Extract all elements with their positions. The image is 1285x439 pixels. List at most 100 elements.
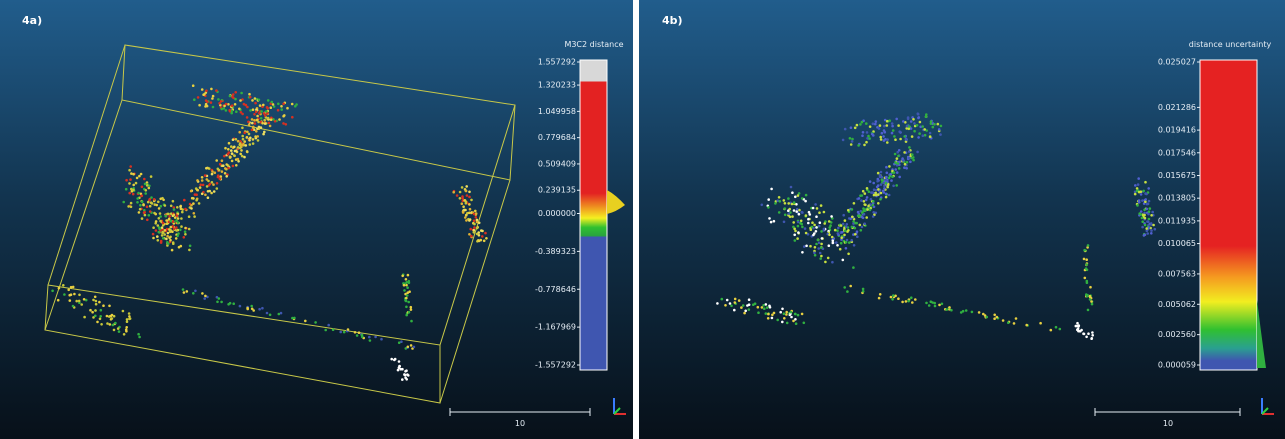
point (763, 307, 766, 310)
point (894, 138, 897, 141)
point (1144, 224, 1147, 227)
point (159, 220, 162, 223)
point (182, 288, 185, 291)
point (164, 204, 167, 207)
point (125, 326, 128, 329)
point (791, 203, 794, 206)
point (746, 304, 749, 307)
point (776, 319, 779, 322)
point (962, 310, 965, 313)
point (869, 209, 872, 212)
point (865, 216, 868, 219)
point (251, 99, 254, 102)
point (922, 134, 925, 137)
point (205, 89, 208, 92)
point (193, 215, 196, 218)
point (819, 221, 822, 224)
point (875, 120, 878, 123)
point (233, 146, 236, 149)
point (908, 150, 911, 153)
point (469, 208, 472, 211)
point (892, 185, 895, 188)
point (866, 196, 869, 199)
point (162, 222, 165, 225)
point (823, 228, 826, 231)
point (877, 202, 880, 205)
point (264, 114, 267, 117)
point (195, 199, 198, 202)
point (905, 127, 908, 130)
point (1134, 193, 1137, 196)
point (237, 140, 240, 143)
point (183, 291, 186, 294)
point (125, 328, 128, 331)
point (179, 205, 182, 208)
point (1148, 210, 1151, 213)
point (820, 204, 823, 207)
point (475, 212, 478, 215)
point (857, 211, 860, 214)
point (835, 241, 838, 244)
point (204, 295, 207, 298)
point (921, 125, 924, 128)
point (130, 172, 133, 175)
point (814, 246, 817, 249)
point (255, 130, 258, 133)
point (181, 211, 184, 214)
point (795, 210, 798, 213)
point (816, 207, 819, 210)
point (1083, 258, 1086, 261)
point (406, 291, 409, 294)
point (228, 109, 231, 112)
point (791, 215, 794, 218)
point (252, 108, 255, 111)
point (465, 219, 468, 222)
point (110, 315, 113, 318)
point (886, 172, 889, 175)
point (890, 296, 893, 299)
point (473, 223, 476, 226)
point (761, 204, 764, 207)
point (891, 298, 894, 301)
point (910, 296, 913, 299)
point (830, 215, 833, 218)
point (332, 328, 335, 331)
point (314, 321, 317, 324)
point (150, 196, 153, 199)
point (452, 191, 455, 194)
point (909, 161, 912, 164)
point (232, 165, 235, 168)
point (194, 193, 197, 196)
point (877, 193, 880, 196)
point (729, 302, 732, 305)
point (219, 163, 222, 166)
point (869, 203, 872, 206)
point (146, 184, 149, 187)
scale-tick-label: 0.002560 (1158, 330, 1196, 339)
point (843, 234, 846, 237)
point (485, 237, 488, 240)
point (818, 211, 821, 214)
point (768, 217, 771, 220)
point (1146, 220, 1149, 223)
point (882, 190, 885, 193)
point (361, 336, 364, 339)
point (473, 226, 476, 229)
point (203, 93, 206, 96)
point (92, 299, 95, 302)
point (196, 179, 199, 182)
point (129, 178, 132, 181)
point (918, 116, 921, 119)
point (58, 287, 61, 290)
point (790, 311, 793, 314)
point (57, 299, 60, 302)
point (179, 229, 182, 232)
point (398, 360, 401, 363)
point (468, 212, 471, 215)
point (466, 194, 469, 197)
point (965, 309, 968, 312)
point (876, 180, 879, 183)
point (1146, 232, 1149, 235)
point (155, 220, 158, 223)
point (885, 166, 888, 169)
